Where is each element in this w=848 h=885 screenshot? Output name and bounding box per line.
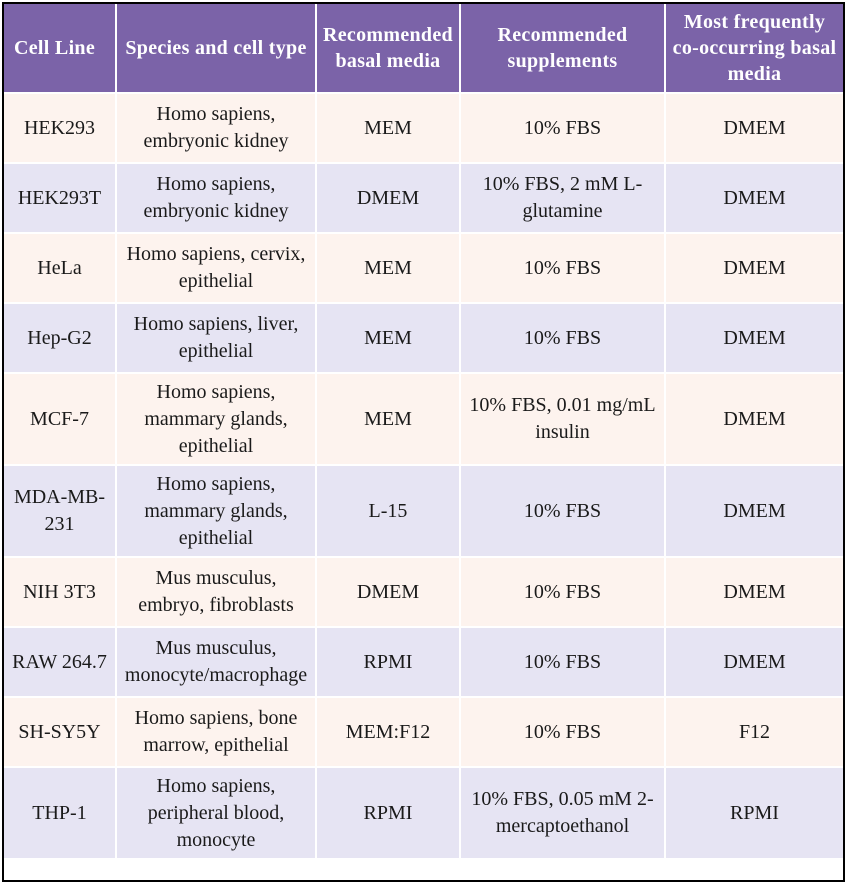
supplements: 10% FBS, 2 mM L-glutamine <box>460 163 666 234</box>
supplements: 10% FBS, 0.01 mg/mL insulin <box>460 373 666 466</box>
basal-media: RPMI <box>316 627 461 698</box>
species-cell-type: Mus musculus, embryo, fibroblasts <box>116 557 317 628</box>
basal-media: MEM:F12 <box>316 697 461 768</box>
cell-line-name: HEK293 <box>4 93 117 164</box>
cooccurring-media: DMEM <box>665 627 843 698</box>
supplements: 10% FBS <box>460 93 666 164</box>
species-cell-type: Homo sapiens, mammary glands, epithelial <box>116 465 317 558</box>
species-cell-type: Homo sapiens, mammary glands, epithelial <box>116 373 317 466</box>
species-cell-type: Homo sapiens, liver, epithelial <box>116 303 317 374</box>
supplements: 10% FBS <box>460 233 666 304</box>
cooccurring-media: DMEM <box>665 465 843 558</box>
supplements: 10% FBS <box>460 465 666 558</box>
table-row: NIH 3T3 Mus musculus, embryo, fibroblast… <box>4 557 843 628</box>
table-row: THP-1 Homo sapiens, peripheral blood, mo… <box>4 767 843 860</box>
basal-media: MEM <box>316 373 461 466</box>
cell-line-name: MDA-MB-231 <box>4 465 117 558</box>
table-row: HeLa Homo sapiens, cervix, epithelial ME… <box>4 233 843 304</box>
cooccurring-media: DMEM <box>665 557 843 628</box>
basal-media: MEM <box>316 233 461 304</box>
table-row: MCF-7 Homo sapiens, mammary glands, epit… <box>4 373 843 466</box>
cooccurring-media: DMEM <box>665 373 843 466</box>
table-row: HEK293 Homo sapiens, embryonic kidney ME… <box>4 93 843 164</box>
cell-line-name: SH-SY5Y <box>4 697 117 768</box>
cell-line-name: HeLa <box>4 233 117 304</box>
basal-media: MEM <box>316 303 461 374</box>
species-cell-type-text: Mus musculus, monocyte/macrophage <box>124 637 308 686</box>
species-cell-type: Homo sapiens, embryonic kidney <box>116 93 317 164</box>
species-cell-type: Homo sapiens, peripheral blood, monocyte <box>116 767 317 860</box>
supplements: 10% FBS <box>460 697 666 768</box>
basal-media: L-15 <box>316 465 461 558</box>
header-cell-line: Cell Line <box>4 4 117 94</box>
cell-line-name: THP-1 <box>4 767 117 860</box>
table-header-row: Cell Line Species and cell type Recommen… <box>4 4 843 94</box>
supplements: 10% FBS <box>460 557 666 628</box>
header-species: Species and cell type <box>116 4 317 94</box>
supplements: 10% FBS <box>460 627 666 698</box>
table-row: MDA-MB-231 Homo sapiens, mammary glands,… <box>4 465 843 558</box>
basal-media: MEM <box>316 93 461 164</box>
basal-media: RPMI <box>316 767 461 860</box>
header-cooccurring-media: Most frequently co-occurring basal media <box>665 4 843 94</box>
cell-line-name: HEK293T <box>4 163 117 234</box>
cooccurring-media: F12 <box>665 697 843 768</box>
species-cell-type: Mus musculus, monocyte/macrophage <box>116 627 317 698</box>
table-row: Hep-G2 Homo sapiens, liver, epithelial M… <box>4 303 843 374</box>
supplements: 10% FBS <box>460 303 666 374</box>
cell-line-media-table: Cell Line Species and cell type Recommen… <box>4 4 843 860</box>
cooccurring-media: DMEM <box>665 93 843 164</box>
cooccurring-media: DMEM <box>665 233 843 304</box>
basal-media: DMEM <box>316 557 461 628</box>
supplements: 10% FBS, 0.05 mM 2-mercaptoethanol <box>460 767 666 860</box>
species-cell-type: Homo sapiens, embryonic kidney <box>116 163 317 234</box>
species-cell-type: Homo sapiens, bone marrow, epithelial <box>116 697 317 768</box>
cooccurring-media: DMEM <box>665 163 843 234</box>
cell-line-name: MCF-7 <box>4 373 117 466</box>
cooccurring-media: RPMI <box>665 767 843 860</box>
cooccurring-media: DMEM <box>665 303 843 374</box>
cell-line-name: RAW 264.7 <box>4 627 117 698</box>
header-supplements: Recommended supplements <box>460 4 666 94</box>
basal-media: DMEM <box>316 163 461 234</box>
header-basal-media: Recommended basal media <box>316 4 461 94</box>
table-row: HEK293T Homo sapiens, embryonic kidney D… <box>4 163 843 234</box>
species-cell-type: Homo sapiens, cervix, epithelial <box>116 233 317 304</box>
cell-line-name: NIH 3T3 <box>4 557 117 628</box>
table-row: SH-SY5Y Homo sapiens, bone marrow, epith… <box>4 697 843 768</box>
table-row: RAW 264.7 Mus musculus, monocyte/macroph… <box>4 627 843 698</box>
cell-line-name: Hep-G2 <box>4 303 117 374</box>
